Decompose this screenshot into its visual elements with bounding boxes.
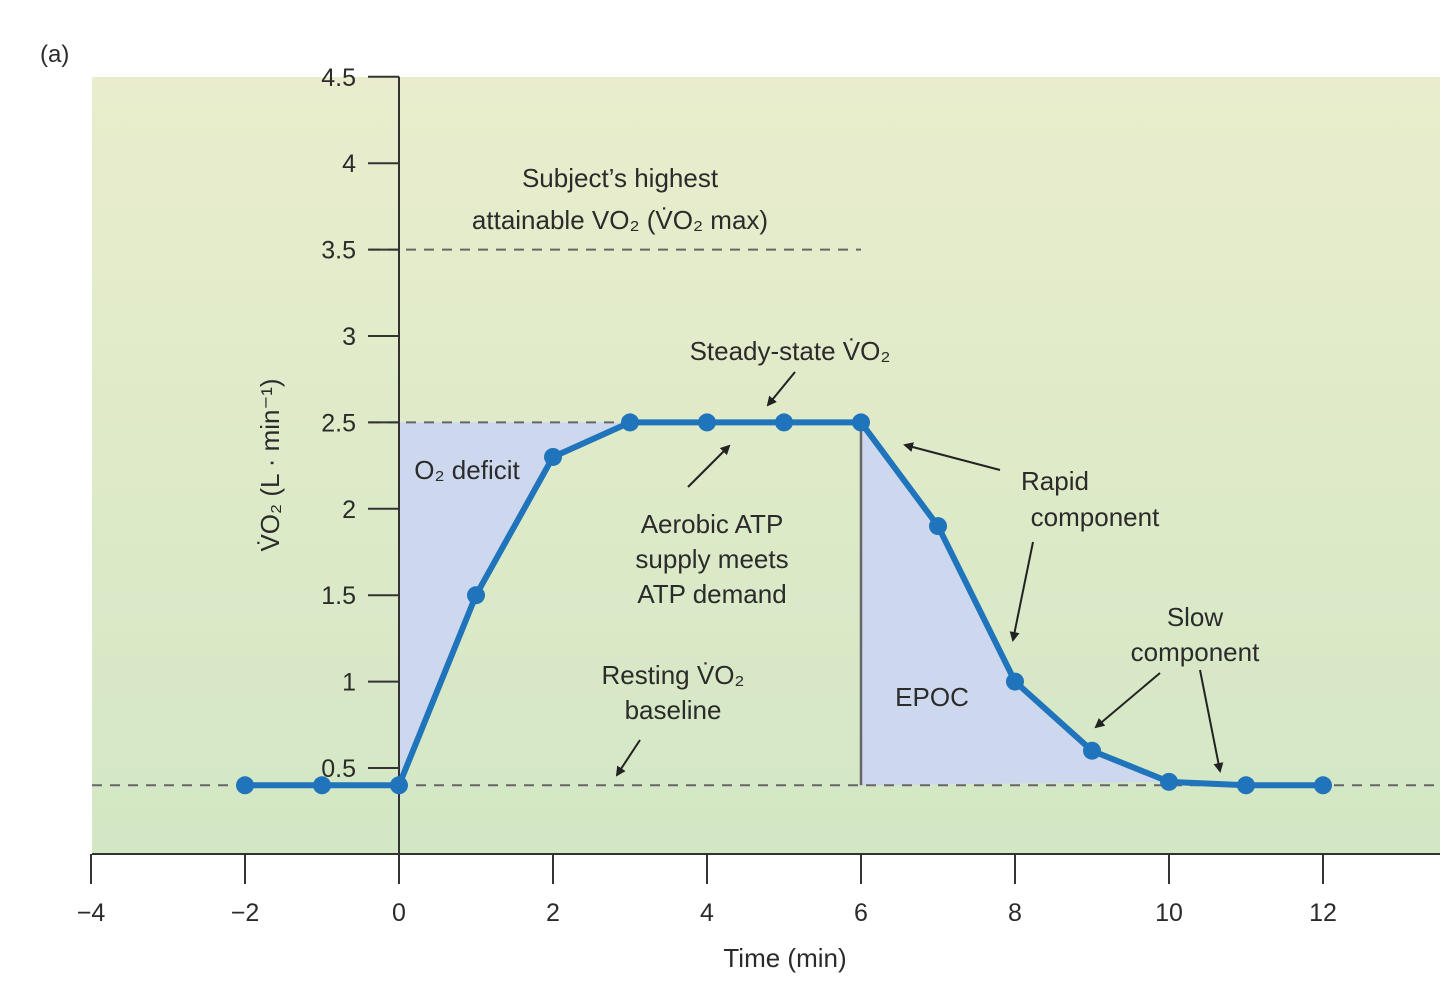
o2-deficit-label: O₂ deficit <box>414 455 520 485</box>
vo2-data-point <box>544 447 562 466</box>
rapid-arrow-2 <box>1009 541 1034 642</box>
vo2-data-point <box>621 413 639 432</box>
y-axis-label: V̇O₂ (L · min⁻¹) <box>255 378 285 551</box>
y-tick-label: 1.5 <box>321 582 356 610</box>
x-tick-label: 2 <box>546 899 560 927</box>
aerobic-label-line3: ATP demand <box>637 579 786 609</box>
vo2-data-point <box>1083 741 1101 760</box>
x-tick-label: 6 <box>854 899 868 927</box>
steady-state-arrow <box>766 371 796 407</box>
aerobic-arrow <box>687 444 731 488</box>
aerobic-label-line1: Aerobic ATP <box>641 509 784 539</box>
vo2max-label-line1: Subject’s highest <box>522 163 719 193</box>
rapid-label-line2: component <box>1031 502 1160 532</box>
epoc-region <box>861 422 1169 786</box>
y-tick-label: 3 <box>342 323 356 351</box>
vo2-data-point <box>1237 776 1255 795</box>
x-tick-label: 10 <box>1155 899 1183 927</box>
x-tick-label: −4 <box>77 899 106 927</box>
y-tick-label: 1 <box>342 669 356 697</box>
rapid-arrow-1 <box>903 442 1001 471</box>
resting-label-line2: baseline <box>625 695 722 725</box>
y-tick-label: 2 <box>342 496 356 524</box>
resting-label-line1: Resting V̇O₂ <box>601 660 744 690</box>
epoc-label: EPOC <box>895 682 969 712</box>
x-axis-label: Time (min) <box>723 943 846 973</box>
vo2-data-point <box>698 413 716 432</box>
vo2-data-point <box>775 413 793 432</box>
vo2-data-point <box>236 776 254 795</box>
o2-deficit-region <box>399 422 630 786</box>
slow-label-line1: Slow <box>1167 602 1224 632</box>
vo2-data-point <box>390 776 408 795</box>
vo2-data-point <box>1314 776 1332 795</box>
y-tick-label: 4 <box>342 150 356 178</box>
x-tick-label: 8 <box>1008 899 1022 927</box>
slow-arrow-2 <box>1199 669 1224 773</box>
slow-label-line2: component <box>1131 637 1260 667</box>
plot-background <box>92 77 1440 854</box>
rapid-label-line1: Rapid <box>1021 466 1089 496</box>
slow-arrow-1 <box>1094 672 1161 729</box>
y-tick-label: 4.5 <box>321 64 356 92</box>
x-tick-label: 0 <box>392 899 406 927</box>
vo2-data-point <box>313 776 331 795</box>
vo2max-label-line2: attainable VO₂ (V̇O₂ max) <box>472 205 768 235</box>
y-tick-label: 3.5 <box>321 237 356 265</box>
vo2-data-point <box>852 413 870 432</box>
vo2-data-point <box>467 586 485 605</box>
resting-arrow <box>615 739 641 777</box>
x-tick-label: −2 <box>231 899 260 927</box>
x-tick-label: 12 <box>1309 899 1337 927</box>
x-tick-label: 4 <box>700 899 714 927</box>
steady-state-label: Steady-state V̇O₂ <box>690 336 891 366</box>
vo2-data-point <box>1006 672 1024 691</box>
y-tick-label: 2.5 <box>321 409 356 437</box>
aerobic-label-line2: supply meets <box>635 544 788 574</box>
panel-label: (a) <box>40 41 69 68</box>
vo2-data-point <box>1160 772 1178 791</box>
vo2-data-point <box>929 517 947 536</box>
